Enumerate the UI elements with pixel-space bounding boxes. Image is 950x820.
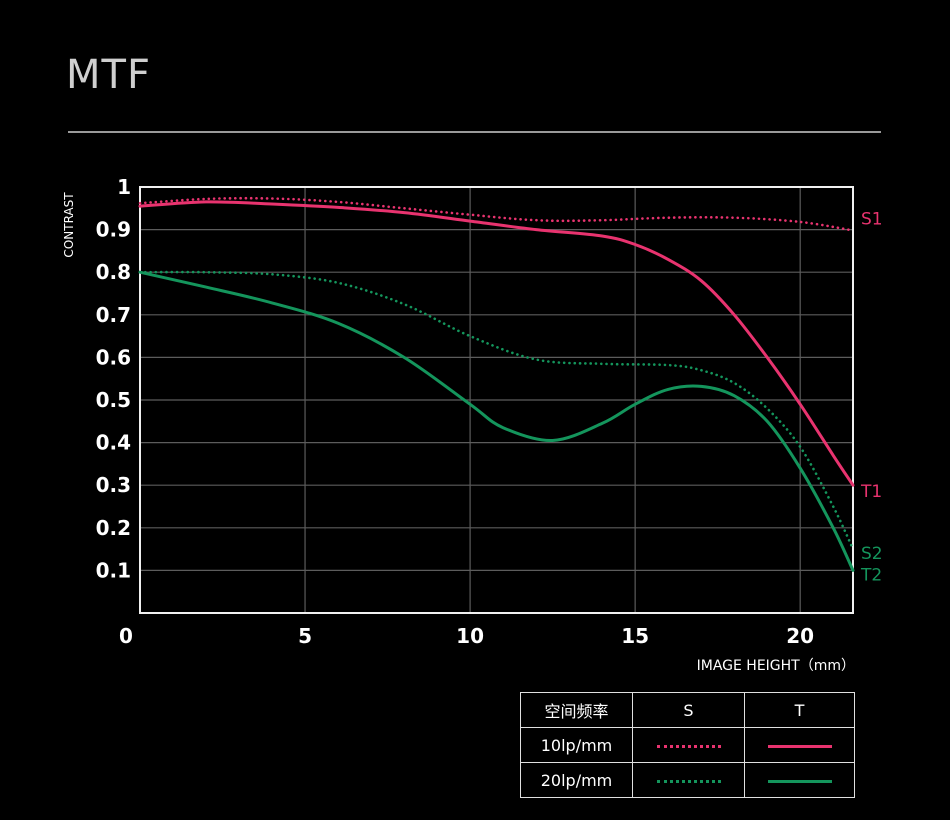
y-tick-label: 0.9 [96,218,131,242]
x-axis-label: IMAGE HEIGHT（mm） [697,658,855,674]
chart-series [138,196,855,572]
legend-sample-t2 [744,762,855,798]
series-end-label-s2: S2 [861,544,883,564]
chart-axes [139,186,854,614]
series-end-label-t2: T2 [860,565,882,585]
series-end-label-t1: T1 [860,482,882,502]
x-tick-label: 10 [456,624,484,648]
title-divider [68,131,881,133]
series-line-t2 [138,270,855,572]
legend-row-20lp: 20lp/mm [520,762,855,798]
legend-header-row: 空间频率 S T [520,692,855,728]
y-tick-label: 0.1 [96,558,131,582]
legend-row-label: 10lp/mm [520,727,633,763]
y-axis-label: CONTRAST [62,192,76,258]
y-tick-label: 0.4 [96,431,131,455]
y-tick-label: 0.5 [96,388,131,412]
y-tick-label: 1 [117,175,131,199]
series-line-s2 [138,270,855,551]
chart-grid [140,187,853,613]
legend-sample-t1 [744,727,855,763]
legend-sample-s1 [632,727,745,763]
solid-line-sample [767,779,832,783]
legend-row-label: 20lp/mm [520,762,633,798]
x-tick-label: 20 [786,624,814,648]
legend-row-10lp: 10lp/mm [520,727,855,763]
page-title: MTF [66,52,151,98]
chart-labels: 0.10.20.30.40.50.60.70.80.910 5 10 15 20CONT… [62,175,883,674]
series-end-label-s1: S1 [861,209,883,229]
plot-frame [139,186,854,614]
solid-line-sample [767,744,832,748]
series-line-s1 [138,196,855,232]
y-tick-label: 0.8 [96,260,131,284]
series-line-t1 [138,200,855,487]
legend-header-s: S [632,692,745,728]
y-tick-label: 0.2 [96,516,131,540]
legend-sample-s2 [632,762,745,798]
x-tick-label: 5 [298,624,312,648]
legend-table: 空间频率 S T 10lp/mm 20lp/mm [520,692,855,798]
x-tick-label: 0 [119,624,133,648]
y-tick-label: 0.3 [96,473,131,497]
legend-header-freq: 空间频率 [520,692,633,728]
x-tick-label: 15 [621,624,649,648]
legend-header-t: T [744,692,855,728]
y-tick-label: 0.6 [96,345,131,369]
y-tick-label: 0.7 [96,303,131,327]
dotted-line-sample [656,744,721,748]
dotted-line-sample [656,779,721,783]
